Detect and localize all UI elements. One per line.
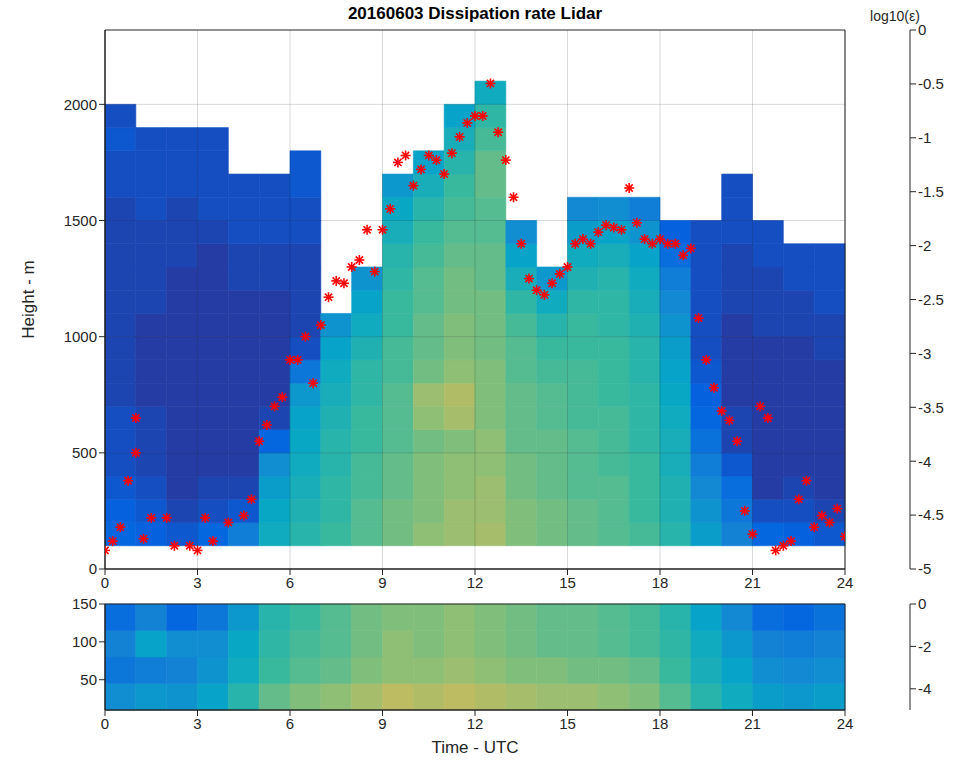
svg-text:100: 100 [72, 633, 97, 650]
svg-text:-3.5: -3.5 [918, 399, 944, 416]
svg-text:9: 9 [378, 715, 386, 732]
svg-text:-1.5: -1.5 [918, 183, 944, 200]
svg-text:-3: -3 [918, 345, 931, 362]
svg-text:15: 15 [559, 715, 576, 732]
svg-text:18: 18 [652, 574, 669, 591]
svg-text:2000: 2000 [64, 96, 97, 113]
svg-text:24: 24 [837, 715, 854, 732]
svg-text:-2.5: -2.5 [918, 291, 944, 308]
svg-text:3: 3 [193, 574, 201, 591]
svg-text:Time - UTC: Time - UTC [431, 738, 518, 757]
svg-text:6: 6 [286, 574, 294, 591]
svg-text:-5: -5 [918, 560, 931, 577]
svg-text:-4: -4 [918, 453, 931, 470]
svg-text:1500: 1500 [64, 212, 97, 229]
svg-text:-0.5: -0.5 [918, 75, 944, 92]
svg-text:0: 0 [101, 715, 109, 732]
svg-text:-4.5: -4.5 [918, 506, 944, 523]
svg-text:-2: -2 [918, 638, 931, 655]
svg-text:50: 50 [80, 671, 97, 688]
svg-text:3: 3 [193, 715, 201, 732]
svg-text:21: 21 [744, 574, 761, 591]
svg-text:9: 9 [378, 574, 386, 591]
svg-text:24: 24 [837, 574, 854, 591]
svg-text:15: 15 [559, 574, 576, 591]
html-text:20160603 Dissipation rate Lida: 20160603 Dissipation rate Lidar [347, 4, 603, 23]
svg-text:18: 18 [652, 715, 669, 732]
svg-text:0: 0 [918, 21, 926, 38]
svg-text:12: 12 [467, 715, 484, 732]
html-text:log10(ε): log10(ε) [870, 8, 920, 24]
svg-text:6: 6 [286, 715, 294, 732]
svg-text:500: 500 [72, 444, 97, 461]
svg-text:-1: -1 [918, 129, 931, 146]
svg-text:0: 0 [918, 595, 926, 612]
svg-text:21: 21 [744, 715, 761, 732]
svg-text:0: 0 [89, 560, 97, 577]
svg-text:-4: -4 [918, 680, 931, 697]
svg-text:0: 0 [101, 574, 109, 591]
svg-text:Height - m: Height - m [19, 260, 38, 338]
svg-text:1000: 1000 [64, 328, 97, 345]
svg-text:-2: -2 [918, 237, 931, 254]
svg-text:150: 150 [72, 595, 97, 612]
svg-text:12: 12 [467, 574, 484, 591]
